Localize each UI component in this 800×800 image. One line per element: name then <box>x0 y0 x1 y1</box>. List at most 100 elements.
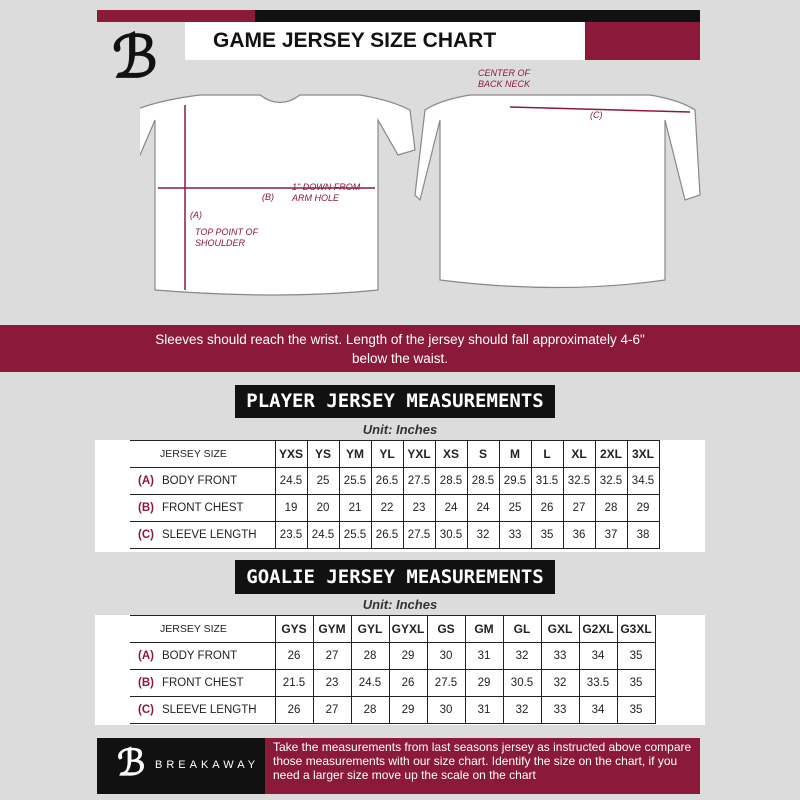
table-row: (A) BODY FRONT 26 27 28 29 30 31 32 33 34 35 <box>130 642 656 670</box>
measure-value: 31 <box>464 696 504 724</box>
measure-value: 32 <box>502 642 542 670</box>
size-header: G2XL <box>578 615 618 643</box>
measure-value: 26 <box>274 696 314 724</box>
measure-value: 33 <box>540 642 580 670</box>
size-header: GL <box>502 615 542 643</box>
measure-value: 24 <box>434 494 468 522</box>
measure-value: 27.5 <box>402 521 436 549</box>
size-header: M <box>498 440 532 468</box>
player-unit: Unit: Inches <box>362 422 438 437</box>
page-title: GAME JERSEY SIZE CHART <box>185 22 585 60</box>
size-header: GS <box>426 615 466 643</box>
sleeve-length-label: (C) <box>590 110 603 120</box>
measure-value: 29 <box>388 642 428 670</box>
size-header: GYXL <box>388 615 428 643</box>
measure-value: 25.5 <box>338 521 372 549</box>
measure-label: SLEEVE LENGTH <box>161 704 257 716</box>
measure-value: 32 <box>540 669 580 697</box>
measure-value: 23 <box>312 669 352 697</box>
size-header: YXL <box>402 440 436 468</box>
measure-value: 30 <box>426 642 466 670</box>
footer-brand-name: BREAKAWAY <box>155 759 260 771</box>
measure-key: (A) <box>138 650 154 662</box>
measure-value: 20 <box>306 494 340 522</box>
measure-key: (C) <box>138 529 154 541</box>
measure-value: 28 <box>350 696 390 724</box>
measure-value: 31.5 <box>530 467 564 495</box>
goalie-unit: Unit: Inches <box>362 597 438 612</box>
top-accent-bar <box>97 10 255 22</box>
goalie-size-table: JERSEY SIZE GYS GYM GYL GYXL GS GM GL GXL G2XL G3X… <box>130 615 656 724</box>
measure-label: FRONT CHEST <box>161 502 244 514</box>
size-header: YXS <box>274 440 308 468</box>
brand-logo: ℬ <box>112 23 158 91</box>
measure-key: (A) <box>138 475 154 487</box>
goalie-table-wrap: JERSEY SIZE GYS GYM GYL GYXL GS GM GL GXL G2XL G3X… <box>95 615 705 725</box>
measure-value: 34 <box>578 696 618 724</box>
fit-instructions: Sleeves should reach the wrist. Length o… <box>0 325 800 372</box>
header-row: JERSEY SIZE GYS GYM GYL GYXL GS GM GL GXL G2XL G3X… <box>130 615 656 643</box>
measure-value: 26 <box>530 494 564 522</box>
size-header: GYM <box>312 615 352 643</box>
size-header: GM <box>464 615 504 643</box>
measure-value: 30 <box>426 696 466 724</box>
measure-value: 26.5 <box>370 467 404 495</box>
measure-cell: (B) FRONT CHEST <box>130 669 276 697</box>
player-section-title: PLAYER JERSEY MEASUREMENTS <box>235 385 555 418</box>
measure-value: 27.5 <box>426 669 466 697</box>
size-header: 2XL <box>594 440 628 468</box>
size-label: JERSEY SIZE <box>130 615 276 643</box>
size-header: GYL <box>350 615 390 643</box>
size-header: XL <box>562 440 596 468</box>
measure-value: 30.5 <box>502 669 542 697</box>
measure-value: 19 <box>274 494 308 522</box>
measure-value: 35 <box>616 642 656 670</box>
top-point-note: TOP POINT OF SHOULDER <box>195 227 258 248</box>
measure-value: 28 <box>350 642 390 670</box>
measure-value: 27.5 <box>402 467 436 495</box>
measure-value: 30.5 <box>434 521 468 549</box>
measure-value: 33 <box>498 521 532 549</box>
size-header: S <box>466 440 500 468</box>
size-header: L <box>530 440 564 468</box>
measure-value: 33 <box>540 696 580 724</box>
measure-value: 25 <box>306 467 340 495</box>
measure-cell: (A) BODY FRONT <box>130 467 276 495</box>
measure-value: 29 <box>388 696 428 724</box>
arm-hole-note: 1" DOWN FROM ARM HOLE <box>292 182 361 203</box>
measure-value: 29 <box>626 494 660 522</box>
measure-value: 25 <box>498 494 532 522</box>
measure-value: 35 <box>530 521 564 549</box>
measure-value: 33.5 <box>578 669 618 697</box>
size-header: YM <box>338 440 372 468</box>
player-table-wrap: JERSEY SIZE YXS YS YM YL YXL XS S M L XL 2XL 3XL (A) B… <box>95 440 705 552</box>
footer-brand: ℬ BREAKAWAY <box>97 738 265 794</box>
measure-label: FRONT CHEST <box>161 677 244 689</box>
measure-value: 26 <box>274 642 314 670</box>
measure-label: BODY FRONT <box>161 650 238 662</box>
player-size-table: JERSEY SIZE YXS YS YM YL YXL XS S M L XL 2XL 3XL (A) B… <box>130 440 660 549</box>
size-header: G3XL <box>616 615 656 643</box>
measure-value: 37 <box>594 521 628 549</box>
measure-label: BODY FRONT <box>161 475 238 487</box>
measure-value: 34.5 <box>626 467 660 495</box>
measure-value: 21 <box>338 494 372 522</box>
measure-value: 34 <box>578 642 618 670</box>
measure-value: 35 <box>616 696 656 724</box>
fit-instructions-text: Sleeves should reach the wrist. Length o… <box>155 332 645 366</box>
measure-cell: (C) SLEEVE LENGTH <box>130 696 276 724</box>
footer-logo: ℬ <box>117 742 146 784</box>
jersey-front <box>140 94 416 296</box>
jersey-diagram <box>140 94 701 296</box>
size-header: YL <box>370 440 404 468</box>
measure-value: 21.5 <box>274 669 314 697</box>
measure-value: 22 <box>370 494 404 522</box>
measure-value: 24 <box>466 494 500 522</box>
measure-value: 31 <box>464 642 504 670</box>
measure-value: 32 <box>466 521 500 549</box>
table-row: (B) FRONT CHEST 19 20 21 22 23 24 24 25 26 27 28 29 <box>130 494 660 522</box>
measure-cell: (B) FRONT CHEST <box>130 494 276 522</box>
measure-value: 27 <box>312 642 352 670</box>
measure-value: 28 <box>594 494 628 522</box>
measure-key: (B) <box>138 677 154 689</box>
